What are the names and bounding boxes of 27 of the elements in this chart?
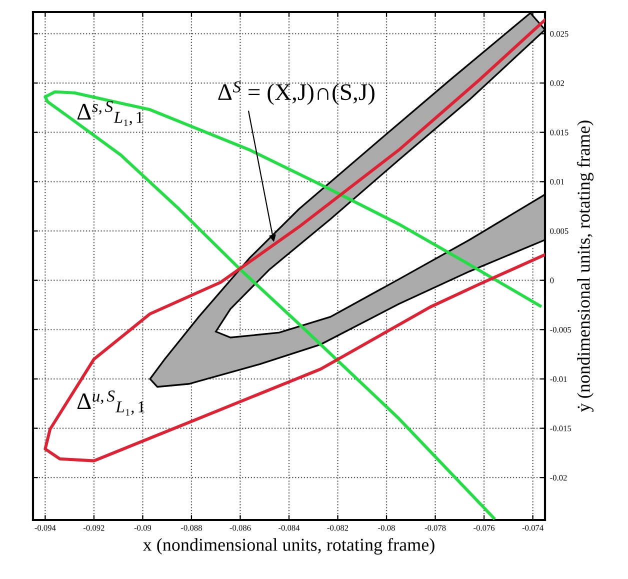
y-tick-label: -0.015 [550,426,572,432]
annotation: Δ$^{s,S}$$_{L₁,1}$ [77,100,143,126]
y-tick-label: 0.015 [550,130,568,136]
y-tick-label: 0.005 [550,228,568,234]
annotation: Δ$^{S}$ = (X,J)∩(S,J) [218,81,374,105]
x-tick-label: -0.08 [378,525,395,531]
y-tick-label: -0.02 [550,474,567,481]
x-tick-label: -0.086 [230,525,251,531]
y-tick-label: 0.01 [550,179,564,185]
x-tick-label: -0.092 [84,525,104,531]
y-tick-label: -0.01 [550,376,567,382]
x-tick-label: -0.076 [474,525,495,531]
y-tick-label: -0.005 [550,326,572,333]
x-tick-label: -0.09 [134,525,152,531]
y-tick-label: 0.02 [550,80,564,86]
y-tick-label: 0.025 [550,31,568,37]
x-tick-label: -0.082 [327,525,348,531]
y-axis-title: ẏ (nondimensional units, rotating frame) [576,120,594,412]
x-tick-label: -0.094 [34,525,56,531]
x-tick-label: -0.074 [522,525,544,531]
y-tick-label: 0 [550,278,554,284]
x-tick-label: -0.088 [181,525,202,531]
x-tick-label: -0.084 [278,525,300,531]
x-tick-label: -0.078 [424,525,446,531]
annotation: Δ$^{u,S}$$_{L₁,1}$ [77,390,144,416]
x-axis-title: x (nondimensional units, rotating frame) [142,538,434,555]
line-series [44,18,545,462]
